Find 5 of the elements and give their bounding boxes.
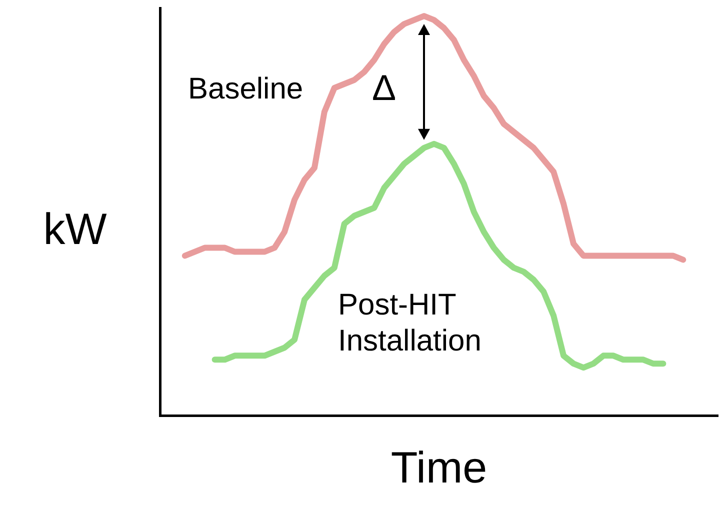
- series-label: Post-HIT Installation: [338, 288, 482, 358]
- annotation: Δ: [372, 66, 396, 108]
- series-label: Baseline: [188, 72, 304, 106]
- y-axis-title: kW: [43, 204, 108, 254]
- x-axis-title: Time: [390, 444, 488, 493]
